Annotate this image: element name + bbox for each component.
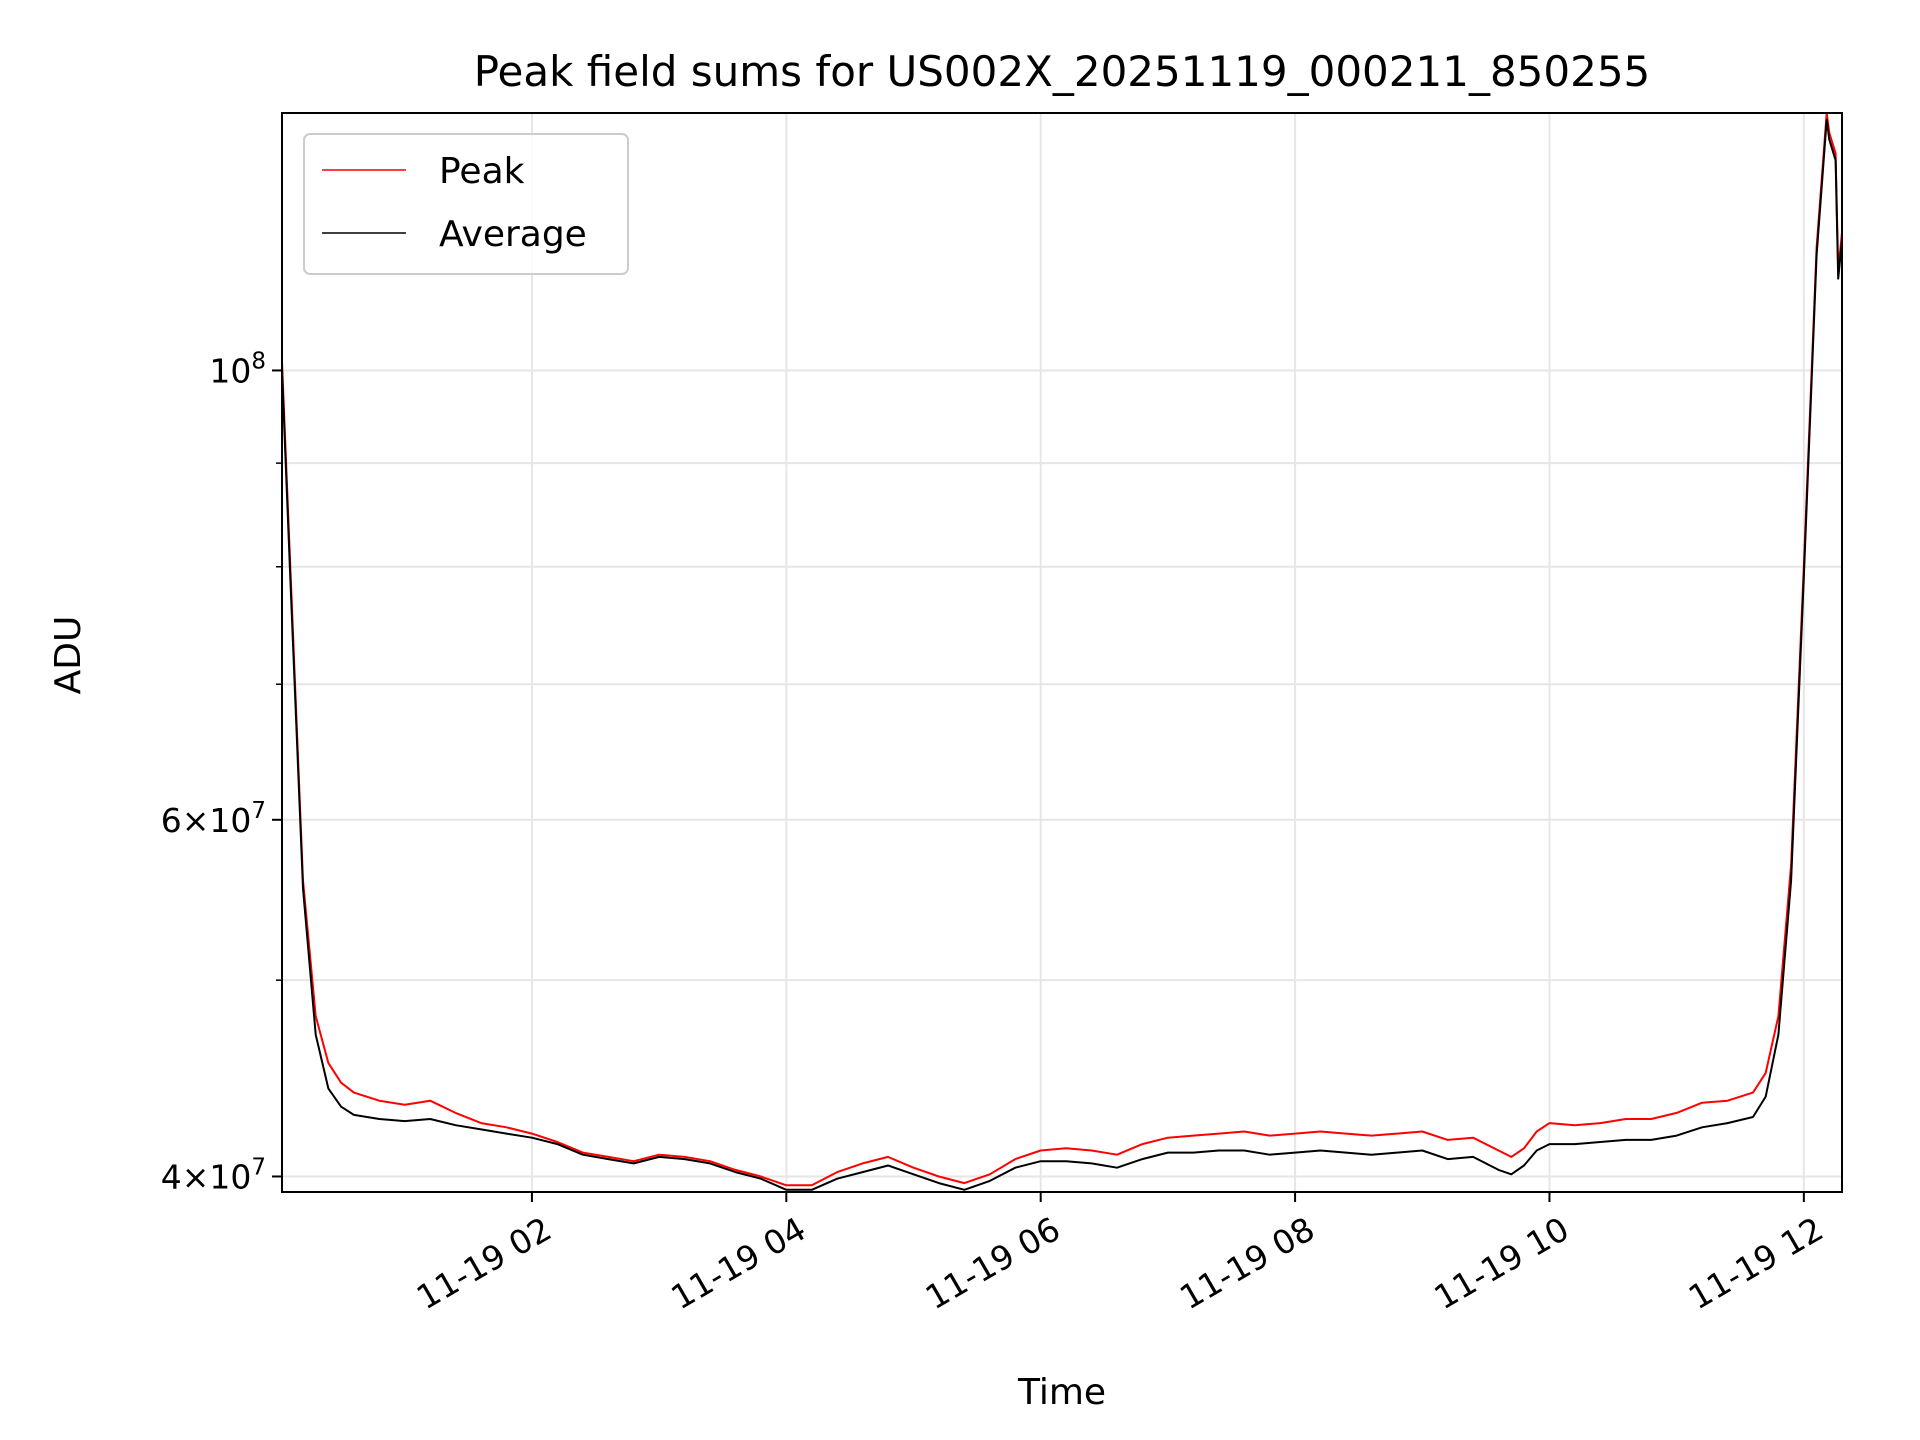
y-tick-exponent: 8 xyxy=(251,348,266,374)
legend-peak-label: Peak xyxy=(439,151,525,192)
x-axis-label: Time xyxy=(1017,1372,1106,1413)
chart-title: Peak field sums for US002X_20251119_0002… xyxy=(474,47,1651,96)
y-tick-exponent: 7 xyxy=(251,1154,266,1180)
series-line-average xyxy=(281,118,1843,1191)
series-layer xyxy=(281,112,1843,1191)
plot-frame xyxy=(281,112,1843,1193)
series-line-peak xyxy=(281,112,1843,1187)
legend-box xyxy=(303,133,629,275)
y-tick-label: 6×107 xyxy=(161,798,266,840)
legend: Peak Average xyxy=(303,133,629,275)
grid xyxy=(282,113,1842,1192)
y-axis-label: ADU xyxy=(48,616,89,695)
legend-average-label: Average xyxy=(439,214,587,255)
y-tick-label: 4×107 xyxy=(161,1154,266,1196)
y-tick-exponent: 7 xyxy=(251,798,266,824)
